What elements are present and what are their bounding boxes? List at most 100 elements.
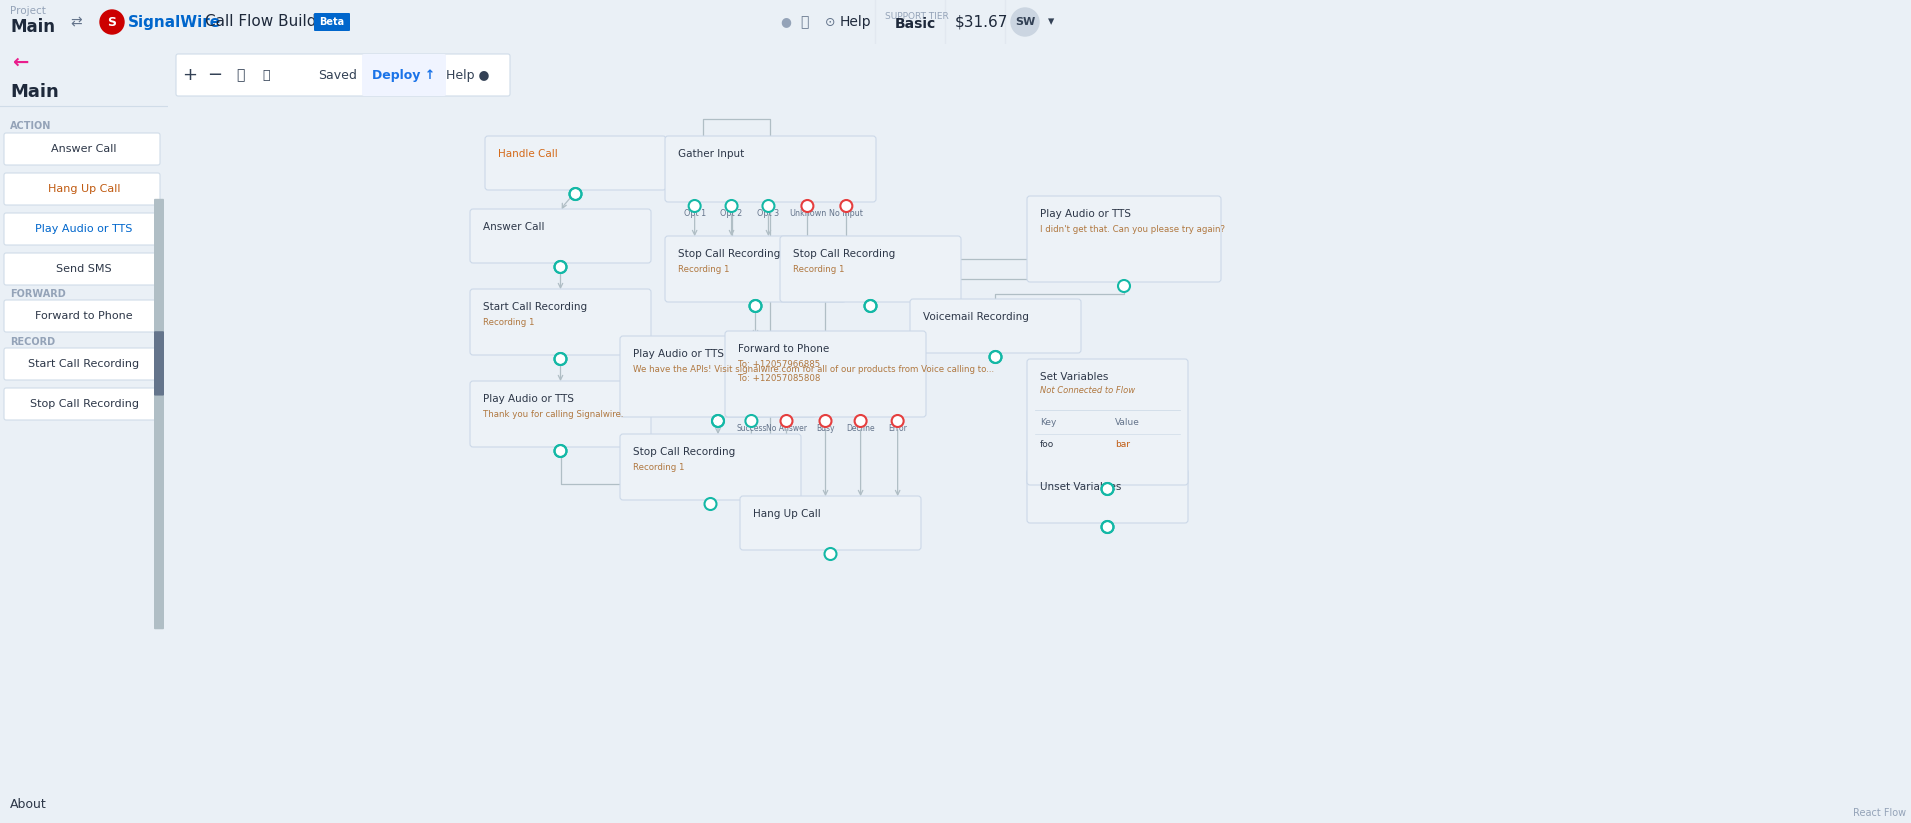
Circle shape bbox=[1101, 483, 1114, 495]
Circle shape bbox=[705, 498, 717, 510]
Circle shape bbox=[864, 300, 877, 312]
Text: Value: Value bbox=[1114, 418, 1139, 427]
Circle shape bbox=[569, 188, 581, 200]
FancyBboxPatch shape bbox=[176, 54, 510, 96]
Circle shape bbox=[713, 415, 724, 427]
Text: Forward to Phone: Forward to Phone bbox=[738, 344, 829, 354]
FancyBboxPatch shape bbox=[4, 133, 161, 165]
Text: foo: foo bbox=[1040, 440, 1055, 449]
Circle shape bbox=[762, 200, 774, 212]
Text: Opt 3: Opt 3 bbox=[757, 209, 780, 218]
Text: We have the APIs! Visit signalwire.com for all of our products from Voice callin: We have the APIs! Visit signalwire.com f… bbox=[633, 365, 994, 374]
Text: Opt 1: Opt 1 bbox=[684, 209, 705, 218]
Circle shape bbox=[1011, 8, 1040, 36]
Circle shape bbox=[99, 10, 124, 34]
FancyBboxPatch shape bbox=[780, 236, 961, 302]
Text: Answer Call: Answer Call bbox=[52, 144, 117, 154]
FancyBboxPatch shape bbox=[470, 381, 652, 447]
Text: SignalWire: SignalWire bbox=[128, 15, 222, 30]
Text: ⛶: ⛶ bbox=[235, 68, 245, 82]
FancyBboxPatch shape bbox=[1026, 359, 1189, 485]
Text: About: About bbox=[10, 798, 46, 811]
Text: FORWARD: FORWARD bbox=[10, 289, 65, 299]
Text: Answer Call: Answer Call bbox=[483, 222, 545, 232]
FancyBboxPatch shape bbox=[724, 331, 927, 417]
Circle shape bbox=[745, 415, 757, 427]
FancyBboxPatch shape bbox=[485, 136, 667, 190]
Circle shape bbox=[726, 200, 738, 212]
Circle shape bbox=[554, 261, 566, 273]
Circle shape bbox=[554, 445, 566, 457]
Circle shape bbox=[864, 300, 877, 312]
Circle shape bbox=[1101, 483, 1114, 495]
Text: $31.67: $31.67 bbox=[956, 15, 1009, 30]
Circle shape bbox=[990, 351, 1001, 363]
Text: No Answer: No Answer bbox=[766, 424, 806, 433]
Text: Recording 1: Recording 1 bbox=[678, 265, 730, 274]
Text: Thank you for calling Signalwire.: Thank you for calling Signalwire. bbox=[483, 410, 623, 419]
Circle shape bbox=[1101, 521, 1114, 533]
FancyBboxPatch shape bbox=[4, 213, 161, 245]
Text: Busy: Busy bbox=[816, 424, 835, 433]
Text: Main: Main bbox=[10, 18, 55, 36]
Text: Start Call Recording: Start Call Recording bbox=[29, 359, 140, 369]
Text: To: +12057085808: To: +12057085808 bbox=[738, 374, 820, 383]
FancyBboxPatch shape bbox=[1026, 196, 1221, 282]
FancyBboxPatch shape bbox=[4, 388, 161, 420]
Text: Call Flow Builder: Call Flow Builder bbox=[204, 15, 333, 30]
Text: Recording 1: Recording 1 bbox=[633, 463, 684, 472]
Text: Help: Help bbox=[841, 15, 871, 29]
Text: ←: ← bbox=[11, 53, 29, 72]
FancyBboxPatch shape bbox=[155, 331, 164, 396]
Text: Beta: Beta bbox=[319, 17, 344, 27]
Text: Unset Variables: Unset Variables bbox=[1040, 482, 1122, 492]
Text: Key: Key bbox=[1040, 418, 1057, 427]
Text: Play Audio or TTS: Play Audio or TTS bbox=[1040, 209, 1131, 219]
Circle shape bbox=[554, 353, 566, 365]
Text: ⇄: ⇄ bbox=[71, 15, 82, 29]
Text: ⊙: ⊙ bbox=[826, 16, 835, 29]
Text: 🔒: 🔒 bbox=[262, 68, 269, 81]
Circle shape bbox=[841, 200, 852, 212]
Text: Error: Error bbox=[889, 424, 908, 433]
Text: Hang Up Call: Hang Up Call bbox=[753, 509, 820, 519]
FancyBboxPatch shape bbox=[619, 434, 801, 500]
Text: Gather Input: Gather Input bbox=[678, 149, 743, 159]
Circle shape bbox=[820, 415, 831, 427]
FancyBboxPatch shape bbox=[4, 348, 161, 380]
Text: 🔔: 🔔 bbox=[801, 15, 808, 29]
Text: Stop Call Recording: Stop Call Recording bbox=[29, 399, 138, 409]
Text: −: − bbox=[208, 66, 222, 84]
Text: To: +12057966885: To: +12057966885 bbox=[738, 360, 820, 369]
Circle shape bbox=[892, 415, 904, 427]
Text: Saved: Saved bbox=[319, 68, 357, 81]
Text: No Input: No Input bbox=[829, 209, 864, 218]
Text: Play Audio or TTS: Play Audio or TTS bbox=[483, 394, 573, 404]
FancyBboxPatch shape bbox=[665, 136, 875, 202]
FancyBboxPatch shape bbox=[4, 300, 161, 332]
Circle shape bbox=[749, 300, 761, 312]
Text: Basic: Basic bbox=[894, 17, 936, 31]
Text: Start Call Recording: Start Call Recording bbox=[483, 302, 587, 312]
FancyBboxPatch shape bbox=[470, 209, 652, 263]
FancyBboxPatch shape bbox=[1026, 469, 1189, 523]
Text: SUPPORT TIER: SUPPORT TIER bbox=[885, 12, 948, 21]
FancyBboxPatch shape bbox=[470, 289, 652, 355]
Text: ●: ● bbox=[780, 16, 791, 29]
Circle shape bbox=[824, 548, 837, 560]
Circle shape bbox=[569, 188, 581, 200]
Circle shape bbox=[1101, 521, 1114, 533]
FancyBboxPatch shape bbox=[910, 299, 1082, 353]
Text: Not Connected to Flow: Not Connected to Flow bbox=[1040, 386, 1135, 395]
Text: Play Audio or TTS: Play Audio or TTS bbox=[34, 224, 132, 234]
Text: Set Variables: Set Variables bbox=[1040, 372, 1108, 382]
FancyBboxPatch shape bbox=[361, 54, 445, 96]
FancyBboxPatch shape bbox=[4, 253, 161, 285]
FancyBboxPatch shape bbox=[4, 173, 161, 205]
Circle shape bbox=[749, 300, 761, 312]
Text: Play Audio or TTS: Play Audio or TTS bbox=[633, 349, 724, 359]
Text: S: S bbox=[107, 16, 117, 29]
Text: Hang Up Call: Hang Up Call bbox=[48, 184, 120, 194]
Circle shape bbox=[554, 445, 566, 457]
Text: bar: bar bbox=[1114, 440, 1129, 449]
